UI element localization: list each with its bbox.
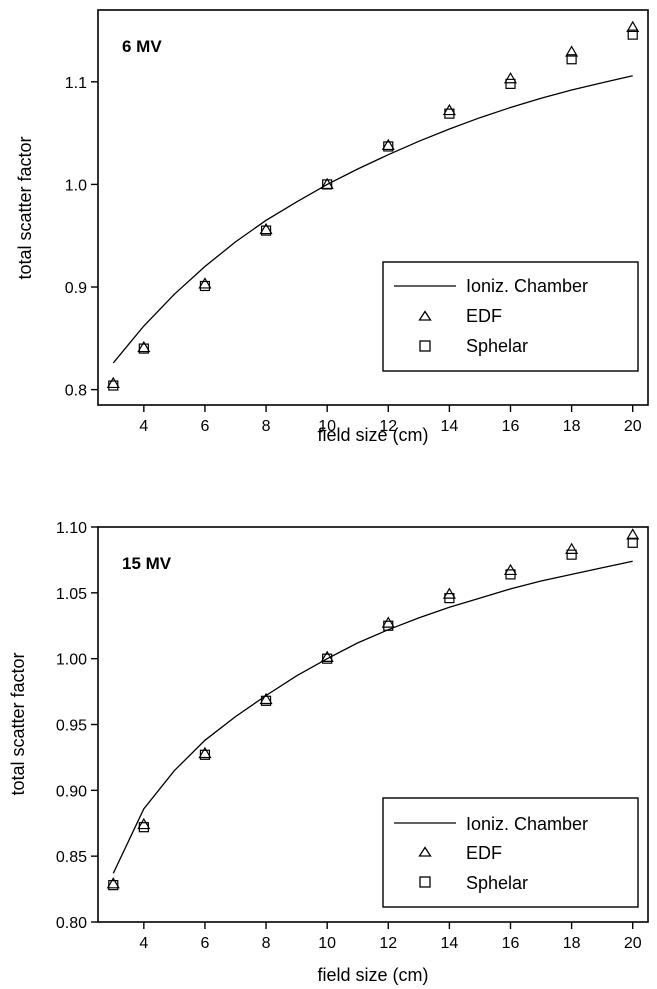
x-tick-label: 12 <box>379 418 397 435</box>
edf-point <box>259 222 273 235</box>
sphelar-point <box>505 569 516 580</box>
x-tick-label: 4 <box>139 418 148 435</box>
y-tick-label: 1.00 <box>56 652 87 669</box>
x-tick-label: 4 <box>139 935 148 952</box>
edf-point <box>198 277 212 289</box>
edf-point <box>137 340 151 353</box>
edf-point <box>442 103 456 116</box>
legend-label: EDF <box>466 843 502 863</box>
y-tick-label: 1.0 <box>65 177 87 194</box>
edf-point <box>626 528 640 540</box>
sphelar-point <box>444 108 455 119</box>
axis-ticks: 4 6 8 10 12 14 16 18 20 0.8 0.9 1.0 1.1 <box>65 75 642 435</box>
x-tick-label: 12 <box>379 935 397 952</box>
legend-label: Ioniz. Chamber <box>466 276 588 296</box>
x-tick-label: 10 <box>318 418 336 435</box>
legend-label: Sphelar <box>466 873 528 893</box>
x-tick-label: 8 <box>262 935 271 952</box>
x-axis-label: field size (cm) <box>317 425 428 445</box>
sphelar-point <box>199 280 211 292</box>
axis-ticks: 4 6 8 10 12 14 16 18 20 0.80 0.85 0.90 0.95 1.00 1.05 1… <box>56 520 642 952</box>
ionization-chamber-curve <box>112 560 633 874</box>
y-tick-label: 1.1 <box>65 75 87 92</box>
sphelar-point <box>199 749 211 760</box>
sphelar-point <box>138 343 149 354</box>
panel-label: 6 MV <box>122 37 162 56</box>
y-tick-label: 0.80 <box>56 915 87 932</box>
y-tick-label: 1.05 <box>56 586 87 603</box>
edf-point <box>626 20 640 33</box>
plot-frame <box>97 9 649 406</box>
sphelar-point <box>322 179 333 190</box>
edf-point <box>259 692 273 705</box>
legend-label: Sphelar <box>466 336 528 356</box>
x-tick-label: 20 <box>624 418 642 435</box>
legend-label: EDF <box>466 306 502 326</box>
y-axis-label: total scatter factor <box>15 136 35 279</box>
ionization-chamber-curve <box>112 75 633 364</box>
x-tick-label: 10 <box>318 935 336 952</box>
sphelar-point <box>138 822 149 833</box>
legend-label: Ioniz. Chamber <box>466 814 588 834</box>
sphelar-point <box>108 380 119 391</box>
edf-point <box>565 542 579 554</box>
x-tick-label: 16 <box>502 418 520 435</box>
y-tick-label: 0.95 <box>56 718 87 735</box>
x-tick-label: 20 <box>624 935 642 952</box>
sphelar-point <box>322 653 333 664</box>
panel-6mv: 6 MV field size (cm) total scatter facto… <box>15 9 649 445</box>
x-tick-label: 16 <box>502 935 520 952</box>
legend-square-swatch <box>419 876 431 888</box>
x-tick-label: 6 <box>200 418 209 435</box>
x-tick-label: 18 <box>563 418 581 435</box>
edf-point <box>198 746 212 759</box>
sphelar-point <box>383 620 394 631</box>
chart-marks <box>106 528 640 891</box>
y-tick-label: 0.90 <box>56 783 87 800</box>
x-tick-label: 8 <box>262 418 271 435</box>
edf-point <box>503 72 518 84</box>
sphelar-point <box>627 29 638 40</box>
sphelar-point <box>627 537 638 548</box>
y-tick-label: 0.9 <box>65 280 87 297</box>
sphelar-point <box>444 592 455 604</box>
y-tick-label: 1.10 <box>56 520 87 537</box>
edf-point <box>320 650 334 662</box>
sphelar-point <box>383 141 394 152</box>
x-tick-label: 18 <box>563 935 581 952</box>
edf-point <box>381 616 395 628</box>
y-tick-label: 0.8 <box>65 383 87 400</box>
legend: Ioniz. Chamber EDF Sphelar <box>382 797 639 908</box>
y-tick-label: 0.85 <box>56 849 87 866</box>
panel-label: 15 MV <box>122 554 172 573</box>
legend-box <box>382 261 639 372</box>
x-tick-label: 6 <box>200 935 209 952</box>
edf-point <box>106 877 120 889</box>
sphelar-point <box>260 695 272 706</box>
x-tick-label: 14 <box>440 935 458 952</box>
x-tick-label: 14 <box>440 418 458 435</box>
sphelar-point <box>505 78 516 89</box>
edf-point <box>137 817 151 830</box>
x-axis-label: field size (cm) <box>317 965 428 985</box>
legend-box <box>382 797 639 908</box>
sphelar-point <box>260 225 272 236</box>
edf-point <box>381 138 395 151</box>
sphelar-point <box>108 880 119 891</box>
panel-15mv: 15 MV field size (cm) total scatter fact… <box>8 520 649 985</box>
legend-square-swatch <box>419 340 431 352</box>
edf-point <box>565 45 579 57</box>
chart-marks <box>106 20 640 391</box>
legend-triangle-swatch <box>418 310 432 321</box>
legend-triangle-swatch <box>418 846 432 857</box>
sphelar-point <box>566 549 577 560</box>
edf-point <box>106 376 120 389</box>
legend: Ioniz. Chamber EDF Sphelar <box>382 261 639 372</box>
y-axis-label: total scatter factor <box>8 652 28 795</box>
sphelar-point <box>566 54 577 65</box>
